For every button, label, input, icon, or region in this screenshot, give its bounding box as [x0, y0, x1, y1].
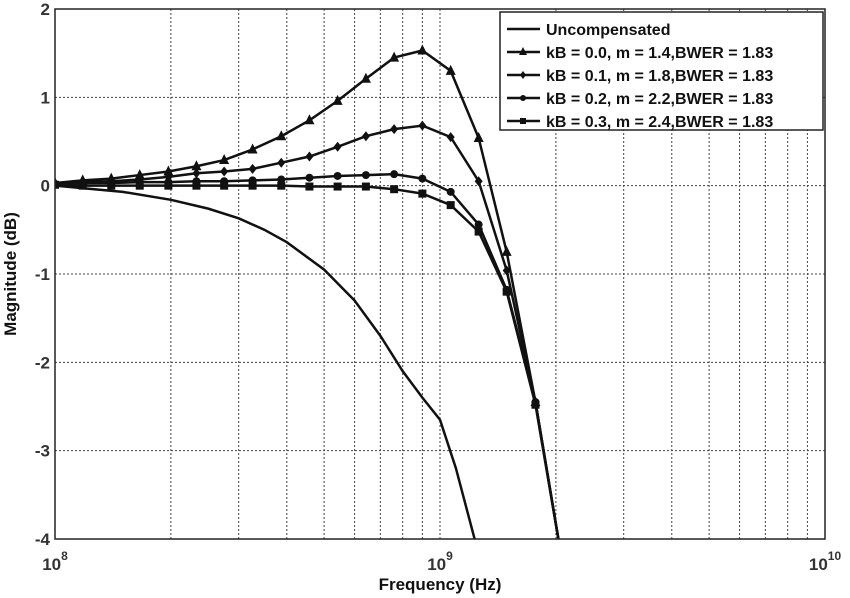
triangle-marker	[501, 245, 512, 256]
diamond-marker	[474, 176, 483, 187]
triangle-marker	[445, 64, 456, 75]
y-tick-label: 2	[41, 0, 50, 19]
square-marker	[305, 182, 314, 191]
square-marker	[55, 180, 59, 189]
y-tick-label: -3	[35, 442, 50, 461]
square-marker	[333, 182, 342, 191]
x-tick-label: 1010	[809, 549, 842, 574]
triangle-marker	[219, 154, 230, 165]
series-line	[55, 184, 476, 539]
x-tick-base: 10	[809, 555, 828, 574]
square-marker	[220, 181, 229, 190]
circle-marker	[474, 220, 483, 229]
triangle-marker	[276, 130, 287, 141]
circle-marker	[361, 171, 370, 180]
x-tick-exponent: 8	[61, 549, 68, 563]
triangle-marker	[304, 114, 315, 125]
diamond-marker	[277, 157, 286, 168]
circle-marker	[390, 170, 399, 179]
triangle-marker	[519, 47, 527, 55]
square-marker	[192, 181, 201, 190]
circle-marker	[446, 187, 455, 196]
square-marker	[502, 287, 511, 296]
series-line	[55, 183, 560, 539]
diamond-marker	[305, 151, 314, 162]
y-tick-label: -4	[35, 530, 51, 549]
square-marker	[78, 181, 87, 190]
x-tick-label: 108	[42, 549, 68, 574]
diamond-marker	[192, 168, 201, 179]
square-marker	[277, 181, 286, 190]
diamond-marker	[220, 166, 229, 177]
triangle-marker	[134, 169, 145, 180]
circle-marker	[520, 95, 526, 101]
legend: Uncompensated kB = 0.0, m = 1.4,BWER = 1.…	[499, 11, 824, 131]
plot-frame	[54, 8, 826, 540]
diamond-marker	[361, 131, 370, 142]
x-tick-exponent: 9	[446, 549, 453, 563]
y-tick-label: -2	[35, 353, 50, 372]
legend-entry: kB = 0.0, m = 1.4,BWER = 1.83	[546, 45, 773, 62]
diamond-marker	[418, 120, 427, 131]
x-axis-label: Frequency (Hz)	[379, 575, 502, 594]
circle-marker	[305, 173, 314, 182]
square-marker	[248, 181, 257, 190]
series-line	[55, 172, 560, 539]
square-marker	[164, 181, 173, 190]
y-tick-label: -1	[35, 265, 50, 284]
legend-entry: kB = 0.2, m = 2.2,BWER = 1.83	[546, 91, 773, 108]
series-1	[55, 44, 560, 539]
triangle-marker	[473, 131, 484, 142]
legend-box	[499, 11, 824, 131]
square-marker	[390, 185, 399, 194]
diamond-marker	[502, 265, 511, 276]
y-tick-label: 0	[41, 177, 50, 196]
square-marker	[531, 400, 540, 409]
series-0	[55, 184, 476, 539]
diamond-marker	[390, 124, 399, 135]
circle-marker	[333, 171, 342, 180]
diamond-marker	[520, 71, 526, 79]
x-tick-exponent: 10	[828, 549, 842, 563]
triangle-marker	[389, 51, 400, 62]
square-marker	[446, 201, 455, 210]
triangle-marker	[163, 165, 174, 176]
square-marker	[361, 182, 370, 191]
series-4	[55, 180, 560, 539]
square-marker	[474, 227, 483, 236]
triangle-marker	[247, 143, 258, 154]
diamond-marker	[248, 163, 257, 174]
x-tick-label: 109	[427, 549, 453, 574]
x-tick-base: 10	[427, 555, 446, 574]
diamond-marker	[446, 132, 455, 143]
series-group	[55, 44, 560, 539]
square-marker	[418, 189, 427, 198]
legend-entry: kB = 0.1, m = 1.8,BWER = 1.83	[546, 68, 773, 85]
y-axis-label: Magnitude (dB)	[1, 212, 20, 336]
square-marker	[520, 118, 526, 124]
diamond-marker	[333, 141, 342, 152]
triangle-marker	[191, 160, 202, 171]
series-3	[55, 170, 560, 539]
triangle-marker	[417, 44, 428, 55]
triangle-marker	[360, 72, 371, 83]
x-tick-base: 10	[42, 555, 61, 574]
circle-marker	[277, 175, 286, 184]
circle-marker	[418, 174, 427, 183]
legend-entry: kB = 0.3, m = 2.4,BWER = 1.83	[546, 114, 773, 131]
square-marker	[107, 181, 116, 190]
square-marker	[135, 181, 144, 190]
y-tick-label: 1	[41, 88, 50, 107]
legend-entry: Uncompensated	[546, 22, 670, 39]
triangle-marker	[332, 94, 343, 105]
